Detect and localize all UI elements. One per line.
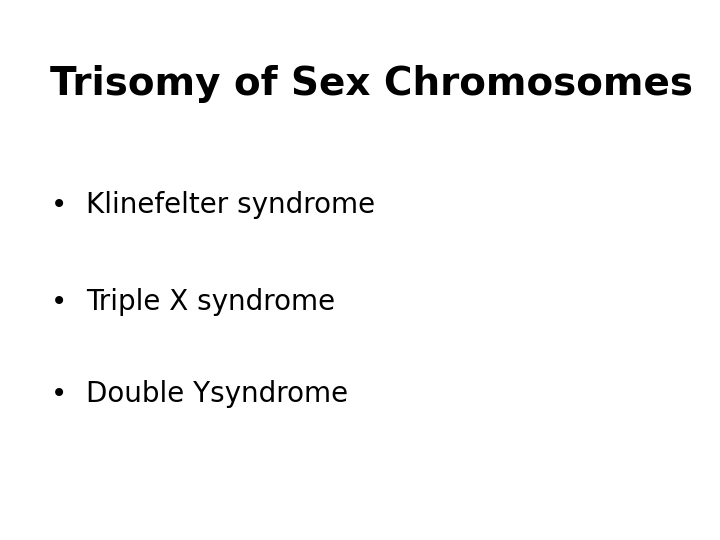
Text: •: • [50,380,67,408]
Text: Triple X syndrome: Triple X syndrome [86,288,336,316]
Text: Klinefelter syndrome: Klinefelter syndrome [86,191,376,219]
Text: Double Ysyndrome: Double Ysyndrome [86,380,348,408]
Text: •: • [50,288,67,316]
Text: Trisomy of Sex Chromosomes: Trisomy of Sex Chromosomes [50,65,693,103]
Text: •: • [50,191,67,219]
